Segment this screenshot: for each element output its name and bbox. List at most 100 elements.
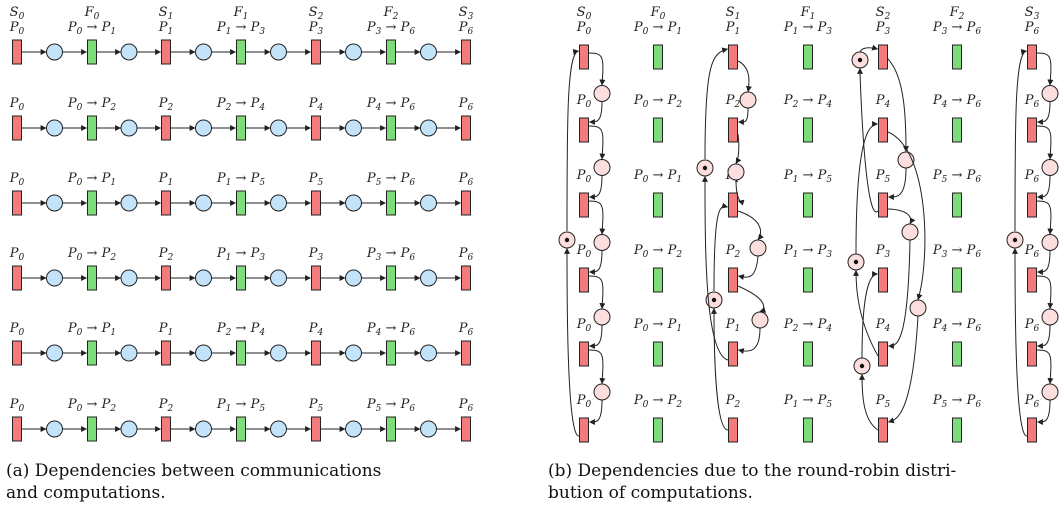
- compute-transition: [952, 267, 962, 293]
- row-label: P3​: [308, 20, 324, 37]
- data-block: [311, 190, 321, 216]
- header-s3: S3​: [459, 5, 474, 22]
- compute-transition: [236, 416, 246, 442]
- row-label: P2​: [158, 246, 174, 263]
- dependency-arrow: [887, 239, 911, 350]
- row-label: P0​ → P2​: [67, 246, 116, 263]
- header-f1: F1​: [800, 5, 816, 22]
- row-label: P4​: [308, 321, 324, 338]
- dependency-arrow: [887, 58, 909, 153]
- link-place: [270, 43, 287, 61]
- dependency-arrow: [853, 269, 879, 357]
- compute-transition: [87, 265, 97, 291]
- token-dot: [853, 259, 859, 265]
- data-block: [161, 115, 171, 141]
- link-place: [420, 344, 437, 362]
- row-label: P0​ → P2​: [633, 93, 682, 110]
- dependency-arrow: [737, 60, 752, 93]
- data-block: [12, 115, 22, 141]
- link-place: [420, 194, 437, 212]
- compute-transition: [386, 340, 396, 366]
- data-block: [878, 417, 888, 443]
- sequence-place: [1041, 85, 1059, 102]
- dependency-arrow: [1036, 349, 1054, 385]
- row-label: P0​: [576, 243, 592, 260]
- dependency-arrow: [704, 47, 729, 160]
- row-label: P2​ → P4​: [783, 317, 832, 334]
- link-place: [420, 43, 437, 61]
- compute-transition: [87, 416, 97, 442]
- compute-transition: [653, 417, 663, 443]
- link-place: [195, 269, 212, 287]
- header-s3: S3​: [1025, 5, 1040, 22]
- dependency-arrow: [588, 52, 606, 86]
- header-s2: S2​: [309, 5, 324, 22]
- compute-transition: [87, 340, 97, 366]
- link-place: [420, 269, 437, 287]
- row-label: P0​: [9, 20, 25, 37]
- row-label: P0​: [9, 321, 25, 338]
- row-label: P6​: [1024, 168, 1040, 185]
- data-block: [311, 265, 321, 291]
- row-label: P0​ → P1​: [633, 317, 682, 334]
- row-label: P6​: [458, 321, 474, 338]
- caption-b-line1: (b) Dependencies due to the round-robin …: [548, 461, 957, 481]
- sequence-place: [751, 311, 769, 329]
- data-block: [878, 44, 888, 70]
- row-label: P0​: [576, 20, 592, 37]
- data-block: [728, 117, 738, 143]
- link-place: [195, 119, 212, 137]
- compute-transition: [952, 192, 962, 218]
- link-place: [46, 119, 63, 137]
- data-block: [579, 267, 589, 293]
- row-label: P6​: [1024, 243, 1040, 260]
- row-label: P6​: [1024, 20, 1040, 37]
- dependency-arrow: [1036, 399, 1051, 426]
- dependency-arrow: [588, 399, 603, 426]
- data-block: [1027, 192, 1037, 218]
- row-label: P6​: [458, 397, 474, 414]
- dependency-arrow: [588, 200, 606, 235]
- sequence-place: [593, 85, 611, 102]
- sequence-place: [1041, 308, 1059, 326]
- link-place: [195, 43, 212, 61]
- link-place: [120, 344, 138, 362]
- compute-transition: [952, 117, 962, 143]
- data-block: [1027, 44, 1037, 70]
- row-label: P1​ → P5​: [783, 168, 832, 185]
- data-block: [311, 115, 321, 141]
- header-f2: F2​: [383, 5, 399, 22]
- row-label: P1​ → P3​: [216, 246, 265, 263]
- row-label: P3​: [875, 20, 891, 37]
- data-block: [579, 417, 589, 443]
- link-place: [120, 194, 138, 212]
- token-dot: [702, 165, 708, 171]
- data-block: [728, 192, 738, 218]
- data-block: [579, 192, 589, 218]
- dependency-arrow: [1036, 275, 1054, 310]
- row-label: P5​: [875, 168, 891, 185]
- dependency-arrow: [1036, 175, 1051, 201]
- data-block: [161, 39, 171, 65]
- row-label: P0​ → P1​: [67, 171, 116, 188]
- row-label: P6​: [1024, 93, 1040, 110]
- compute-transition: [386, 190, 396, 216]
- link-place: [195, 420, 212, 438]
- row-label: P4​ → P6​: [366, 96, 415, 113]
- dependency-arrow: [737, 255, 759, 281]
- link-place: [270, 344, 287, 362]
- sequence-place: [749, 239, 767, 257]
- row-label: P6​: [458, 96, 474, 113]
- sequence-place: [593, 159, 611, 176]
- dependency-arrow: [566, 49, 580, 232]
- link-place: [46, 269, 63, 287]
- row-label: P6​: [1024, 317, 1040, 334]
- dependency-arrow: [735, 133, 742, 165]
- header-f0: F0​: [84, 5, 100, 22]
- data-block: [461, 416, 471, 442]
- row-label: P0​ → P1​: [67, 321, 116, 338]
- data-block: [579, 44, 589, 70]
- row-label: P3​: [875, 243, 891, 260]
- row-label: P0​: [9, 397, 25, 414]
